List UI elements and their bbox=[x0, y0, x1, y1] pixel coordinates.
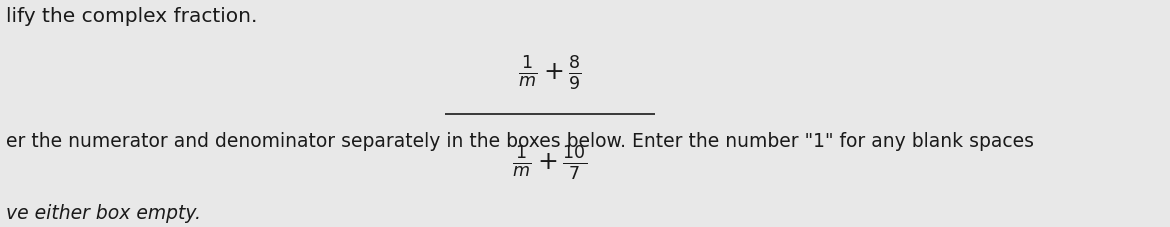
Text: lify the complex fraction.: lify the complex fraction. bbox=[6, 7, 257, 26]
Text: $\frac{1}{m} + \frac{10}{7}$: $\frac{1}{m} + \frac{10}{7}$ bbox=[512, 145, 587, 182]
Text: er the numerator and denominator separately in the boxes below. Enter the number: er the numerator and denominator separat… bbox=[6, 132, 1034, 151]
Text: $\frac{1}{m} + \frac{8}{9}$: $\frac{1}{m} + \frac{8}{9}$ bbox=[518, 54, 581, 91]
Text: ve either box empty.: ve either box empty. bbox=[6, 204, 201, 223]
